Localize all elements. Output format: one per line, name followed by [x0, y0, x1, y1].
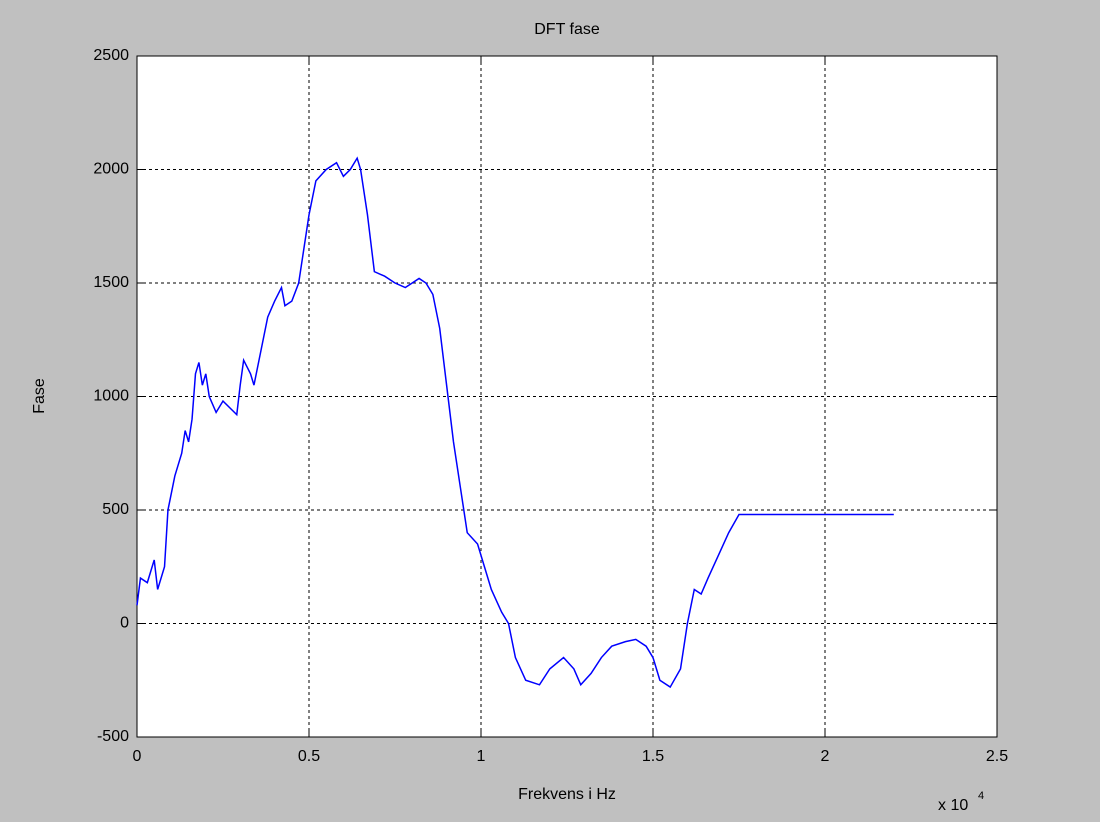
- x-tick-label: 1: [477, 748, 486, 765]
- y-tick-label: 500: [102, 501, 129, 518]
- y-tick-label: 1500: [93, 274, 129, 291]
- x-tick-label: 1.5: [642, 748, 664, 765]
- x-scale-label: x 10: [938, 797, 968, 814]
- x-tick-label: 0: [133, 748, 142, 765]
- data-line: [136, 156, 894, 689]
- y-tick-label: 2500: [93, 47, 129, 64]
- y-tick-label: 0: [120, 615, 129, 632]
- y-tick-label: 2000: [93, 161, 129, 178]
- y-tick-label: -500: [97, 728, 129, 745]
- y-axis-label: Fase: [31, 378, 48, 414]
- x-tick-label: 0.5: [298, 748, 320, 765]
- x-tick-label: 2: [821, 748, 830, 765]
- x-scale-power: 4: [978, 790, 984, 802]
- y-tick-label: 1000: [93, 388, 129, 405]
- plot-frame: [136, 55, 998, 738]
- chart-title: DFT fase: [534, 21, 600, 38]
- x-axis-label: Frekvens i Hz: [518, 786, 616, 803]
- x-tick-label: 2.5: [986, 748, 1008, 765]
